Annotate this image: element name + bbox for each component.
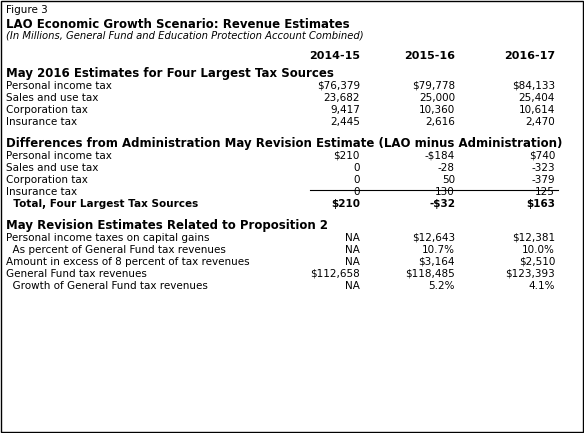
Text: 2015-16: 2015-16 bbox=[404, 51, 455, 61]
Text: -323: -323 bbox=[531, 163, 555, 173]
Text: NA: NA bbox=[345, 233, 360, 243]
Text: NA: NA bbox=[345, 281, 360, 291]
Text: 0: 0 bbox=[353, 175, 360, 185]
Text: Amount in excess of 8 percent of tax revenues: Amount in excess of 8 percent of tax rev… bbox=[6, 257, 249, 267]
Text: 10,360: 10,360 bbox=[419, 105, 455, 115]
Text: $163: $163 bbox=[526, 199, 555, 209]
Text: NA: NA bbox=[345, 257, 360, 267]
Text: Personal income taxes on capital gains: Personal income taxes on capital gains bbox=[6, 233, 210, 243]
Text: -$32: -$32 bbox=[429, 199, 455, 209]
Text: Insurance tax: Insurance tax bbox=[6, 117, 77, 127]
Text: Total, Four Largest Tax Sources: Total, Four Largest Tax Sources bbox=[6, 199, 198, 209]
Text: (In Millions, General Fund and Education Protection Account Combined): (In Millions, General Fund and Education… bbox=[6, 31, 364, 41]
Text: Sales and use tax: Sales and use tax bbox=[6, 163, 98, 173]
Text: 5.2%: 5.2% bbox=[429, 281, 455, 291]
Text: 130: 130 bbox=[435, 187, 455, 197]
Text: $2,510: $2,510 bbox=[519, 257, 555, 267]
Text: May Revision Estimates Related to Proposition 2: May Revision Estimates Related to Propos… bbox=[6, 219, 328, 232]
Text: 23,682: 23,682 bbox=[324, 93, 360, 103]
Text: General Fund tax revenues: General Fund tax revenues bbox=[6, 269, 147, 279]
Text: Figure 3: Figure 3 bbox=[6, 5, 48, 15]
Text: 2016-17: 2016-17 bbox=[504, 51, 555, 61]
Text: 2,616: 2,616 bbox=[425, 117, 455, 127]
Text: 2014-15: 2014-15 bbox=[309, 51, 360, 61]
Text: Corporation tax: Corporation tax bbox=[6, 175, 88, 185]
Text: 50: 50 bbox=[442, 175, 455, 185]
Text: $12,381: $12,381 bbox=[512, 233, 555, 243]
Text: -379: -379 bbox=[531, 175, 555, 185]
Text: $123,393: $123,393 bbox=[505, 269, 555, 279]
Text: $3,164: $3,164 bbox=[419, 257, 455, 267]
Text: As percent of General Fund tax revenues: As percent of General Fund tax revenues bbox=[6, 245, 226, 255]
Text: Corporation tax: Corporation tax bbox=[6, 105, 88, 115]
Text: -28: -28 bbox=[438, 163, 455, 173]
Text: May 2016 Estimates for Four Largest Tax Sources: May 2016 Estimates for Four Largest Tax … bbox=[6, 67, 334, 80]
Text: $118,485: $118,485 bbox=[405, 269, 455, 279]
Text: $210: $210 bbox=[333, 151, 360, 161]
Text: 0: 0 bbox=[353, 187, 360, 197]
Text: $210: $210 bbox=[331, 199, 360, 209]
Text: 10,614: 10,614 bbox=[519, 105, 555, 115]
Text: 25,404: 25,404 bbox=[519, 93, 555, 103]
Text: Sales and use tax: Sales and use tax bbox=[6, 93, 98, 103]
Text: Differences from Administration May Revision Estimate (LAO minus Administration): Differences from Administration May Revi… bbox=[6, 137, 562, 150]
Text: 2,470: 2,470 bbox=[525, 117, 555, 127]
Text: $112,658: $112,658 bbox=[310, 269, 360, 279]
Text: LAO Economic Growth Scenario: Revenue Estimates: LAO Economic Growth Scenario: Revenue Es… bbox=[6, 18, 350, 31]
Text: NA: NA bbox=[345, 245, 360, 255]
Text: $76,379: $76,379 bbox=[317, 81, 360, 91]
Text: 9,417: 9,417 bbox=[330, 105, 360, 115]
Text: Personal income tax: Personal income tax bbox=[6, 81, 112, 91]
Text: 10.0%: 10.0% bbox=[522, 245, 555, 255]
Text: 0: 0 bbox=[353, 163, 360, 173]
Text: -$184: -$184 bbox=[425, 151, 455, 161]
Text: 4.1%: 4.1% bbox=[529, 281, 555, 291]
Text: 2,445: 2,445 bbox=[330, 117, 360, 127]
Text: $84,133: $84,133 bbox=[512, 81, 555, 91]
Text: Growth of General Fund tax revenues: Growth of General Fund tax revenues bbox=[6, 281, 208, 291]
Text: 10.7%: 10.7% bbox=[422, 245, 455, 255]
Text: 125: 125 bbox=[535, 187, 555, 197]
Text: 25,000: 25,000 bbox=[419, 93, 455, 103]
Text: Personal income tax: Personal income tax bbox=[6, 151, 112, 161]
Text: $12,643: $12,643 bbox=[412, 233, 455, 243]
Text: $79,778: $79,778 bbox=[412, 81, 455, 91]
Text: Insurance tax: Insurance tax bbox=[6, 187, 77, 197]
Text: $740: $740 bbox=[529, 151, 555, 161]
